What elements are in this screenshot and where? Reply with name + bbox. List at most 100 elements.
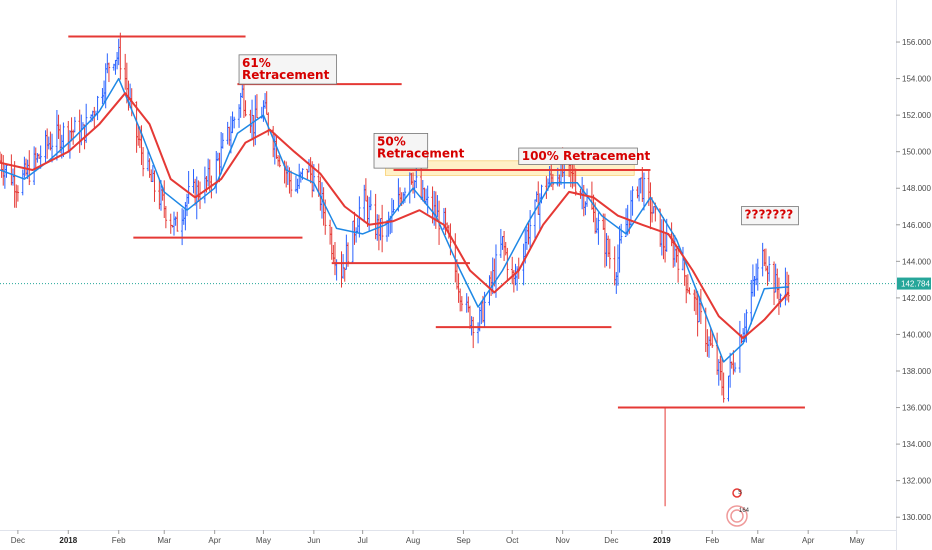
price-bar	[597, 212, 600, 245]
y-tick-label: 150.000	[902, 148, 931, 157]
y-tick-label: 154.000	[902, 75, 931, 84]
moving-average-fast	[0, 77, 789, 363]
x-tick-label: Dec	[604, 536, 618, 545]
x-tick-label: Feb	[705, 536, 719, 545]
annotation-box[interactable]: 61%Retracement	[238, 54, 338, 85]
price-bar	[426, 185, 429, 214]
price-bar	[119, 32, 122, 80]
price-bar	[676, 246, 680, 283]
price-bar	[733, 362, 737, 373]
marker-dot[interactable]	[732, 488, 742, 498]
price-bar	[472, 316, 475, 349]
price-bar	[255, 94, 259, 119]
price-bar	[711, 331, 714, 348]
y-tick-label: 138.000	[902, 367, 931, 376]
price-bar	[244, 100, 247, 117]
annotation-text: Retracement	[242, 68, 330, 82]
x-axis: Dec 2018 Feb Mar Apr May Jun Jul Aug Sep Oct Nov Dec…	[11, 530, 865, 545]
price-bar	[164, 205, 168, 229]
y-tick-label: 152.000	[902, 111, 931, 120]
price-bar	[141, 147, 145, 177]
x-tick-label: Mar	[157, 536, 171, 545]
price-bar	[16, 185, 20, 202]
x-tick-label: Mar	[751, 536, 765, 545]
price-bar	[506, 247, 509, 281]
price-bar	[107, 62, 111, 83]
annotation-background	[238, 54, 338, 85]
annotation-text: ???????	[745, 208, 794, 222]
annotation-box[interactable]: 100% Retracement	[518, 147, 651, 165]
x-tick-label: 2018	[59, 536, 77, 545]
annotation-box[interactable]: 50%Retracement	[373, 133, 465, 169]
price-bar	[688, 287, 691, 295]
price-bar	[699, 288, 703, 325]
y-tick-label: 156.000	[902, 38, 931, 47]
x-tick-label: 2019	[653, 536, 671, 545]
price-bar	[369, 190, 372, 211]
annotation-text: Retracement	[377, 146, 465, 160]
y-tick-label: 132.000	[902, 477, 931, 486]
x-tick-label: Sep	[456, 536, 471, 545]
price-bar	[62, 122, 65, 158]
y-tick-label: 136.000	[902, 404, 931, 413]
price-bar	[767, 256, 771, 282]
y-tick-label: 130.000	[902, 513, 931, 522]
marker-ring-outer	[726, 505, 748, 527]
annotation-text: 50%	[377, 134, 406, 148]
price-bar	[73, 116, 77, 133]
x-tick-label: Oct	[506, 536, 519, 545]
x-tick-label: Aug	[406, 536, 420, 545]
moving-average-slow	[0, 92, 790, 340]
price-bar	[608, 238, 612, 269]
price-bar	[403, 187, 407, 203]
annotation-box[interactable]: ???????	[741, 206, 799, 226]
price-bar	[631, 186, 634, 216]
last-price-badge	[897, 277, 931, 290]
annotation-background	[518, 147, 638, 165]
x-tick-label: Jul	[358, 536, 368, 545]
price-bar	[642, 172, 646, 211]
x-tick-label: Dec	[11, 536, 25, 545]
plot-background	[0, 0, 896, 530]
marker-badge-count: 164	[739, 508, 750, 514]
x-tick-label: Feb	[112, 536, 126, 545]
price-bar	[619, 223, 623, 244]
event-markers-layer[interactable]: S 164	[726, 488, 750, 527]
annotation-background	[373, 133, 429, 169]
y-tick-label: 144.000	[902, 257, 931, 266]
price-bar	[28, 150, 31, 186]
annotation-background	[741, 206, 799, 226]
x-tick-label: May	[849, 536, 864, 545]
price-bar	[380, 204, 384, 253]
x-tick-label: Jun	[307, 536, 320, 545]
price-bar	[392, 199, 395, 213]
y-tick-label: 142.000	[902, 294, 931, 303]
annotation-text: 61%	[242, 56, 271, 70]
y-axis[interactable]: 156.000 154.000 152.000 150.000 148.000 146.0…	[896, 38, 931, 522]
price-bar	[289, 170, 293, 198]
x-tick-label: May	[256, 536, 271, 545]
y-tick-label: 146.000	[902, 221, 931, 230]
price-bar	[528, 210, 532, 250]
price-bar	[221, 133, 224, 149]
last-price-text: 142.784	[901, 280, 930, 289]
last-price-label: 142.784	[897, 277, 931, 290]
price-bar	[176, 211, 179, 232]
price-bar	[460, 296, 464, 312]
price-bar	[5, 164, 8, 178]
annotation-text: 100% Retracement	[522, 149, 651, 163]
marker-badge-s: S	[738, 490, 742, 496]
y-tick-label: 140.000	[902, 330, 931, 339]
y-tick-label: 148.000	[902, 184, 931, 193]
price-bar	[232, 116, 236, 129]
x-tick-label: Apr	[802, 536, 815, 545]
price-bar	[756, 258, 759, 291]
price-bar	[153, 170, 156, 202]
price-bar	[187, 170, 190, 204]
price-bar	[722, 372, 725, 403]
x-tick-label: Nov	[556, 536, 570, 545]
price-bar	[278, 155, 281, 168]
moving-averages-layer	[0, 77, 790, 363]
